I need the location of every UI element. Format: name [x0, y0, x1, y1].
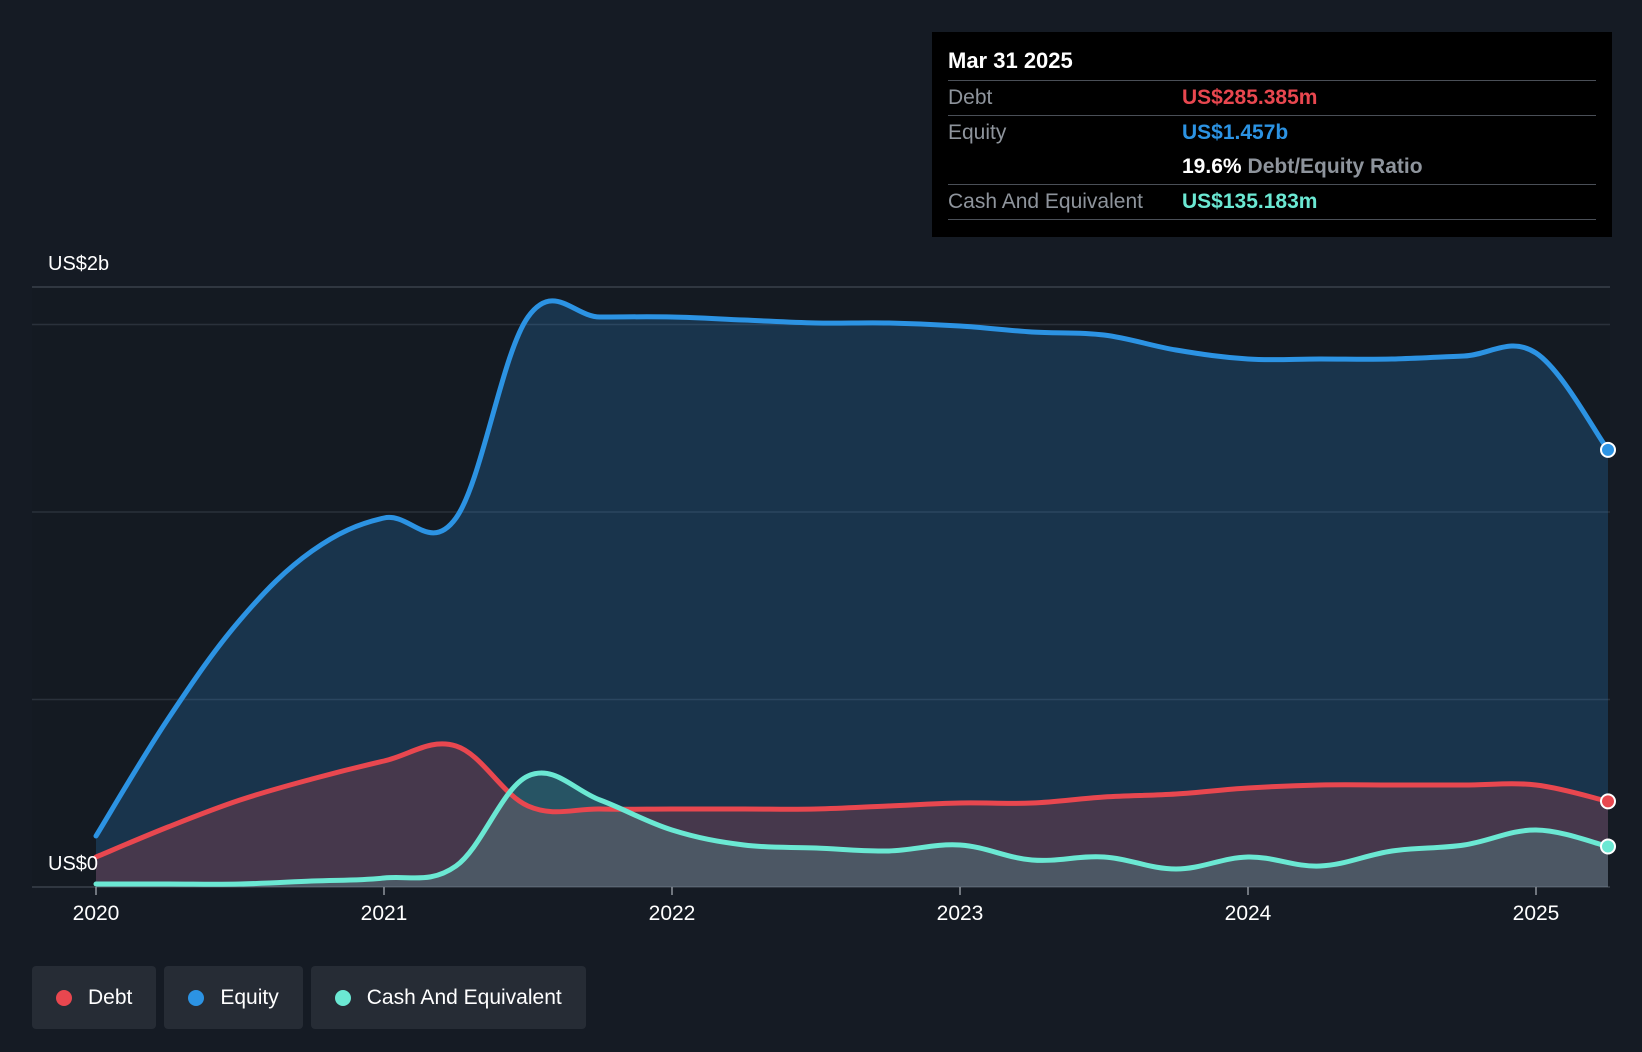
debt-end-point[interactable] [1600, 793, 1616, 810]
legend-item-cash[interactable]: Cash And Equivalent [310, 966, 586, 1029]
legend-debt-label: Debt [88, 985, 133, 1009]
tooltip-ratio-value: 19.6% [1182, 155, 1242, 178]
tooltip-equity-value: US$1.457b [1182, 121, 1289, 144]
tooltip-cash-label: Cash And Equivalent [948, 190, 1143, 213]
x-tick-label: 2024 [1225, 902, 1272, 925]
legend-equity-label: Equity [220, 985, 279, 1009]
legend-item-equity[interactable]: Equity [164, 966, 303, 1029]
legend-cash-label: Cash And Equivalent [366, 985, 562, 1009]
debt-area [96, 743, 1608, 887]
x-tick-label: 2021 [361, 902, 408, 925]
x-tick-label: 2023 [937, 902, 984, 925]
tooltip-ratio-row: 19.6% Debt/Equity Ratio [948, 150, 1596, 184]
equity-line [93, 298, 1611, 839]
equity-end-point[interactable] [1600, 441, 1616, 458]
tooltip-date: Mar 31 2025 [948, 48, 1073, 73]
tooltip-cash-value: US$135.183m [1182, 190, 1318, 213]
debt-dot-icon [56, 989, 72, 1006]
x-tick-label: 2020 [73, 902, 120, 925]
x-tick-label: 2025 [1513, 902, 1560, 925]
chart-legend: Debt Equity Cash And Equivalent [32, 966, 594, 1029]
x-tick-label: 2022 [649, 902, 696, 925]
tooltip-debt-label: Debt [948, 86, 993, 109]
tooltip-debt-row: Debt US$285.385m [948, 80, 1596, 115]
tooltip-ratio-label: Debt/Equity Ratio [1247, 155, 1423, 178]
equity-dot-icon [188, 989, 205, 1006]
cash-dot-icon [334, 989, 351, 1006]
tooltip-equity-row: Equity US$1.457b [948, 115, 1596, 150]
tooltip-cash-row: Cash And Equivalent US$135.183m [948, 184, 1596, 220]
tooltip-equity-label: Equity [948, 121, 1007, 144]
y-axis-label-max: US$2b [48, 253, 109, 275]
cash-line [93, 770, 1611, 887]
debt-line [93, 741, 1611, 860]
cash-area [96, 772, 1608, 887]
tooltip-panel: Mar 31 2025 Debt US$285.385m Equity US$1… [932, 32, 1612, 237]
y-axis-label-min: US$0 [48, 853, 98, 875]
tooltip-debt-value: US$285.385m [1182, 86, 1318, 109]
legend-item-debt[interactable]: Debt [32, 966, 157, 1029]
equity-area [96, 300, 1608, 887]
cash-end-point[interactable] [1600, 838, 1616, 855]
